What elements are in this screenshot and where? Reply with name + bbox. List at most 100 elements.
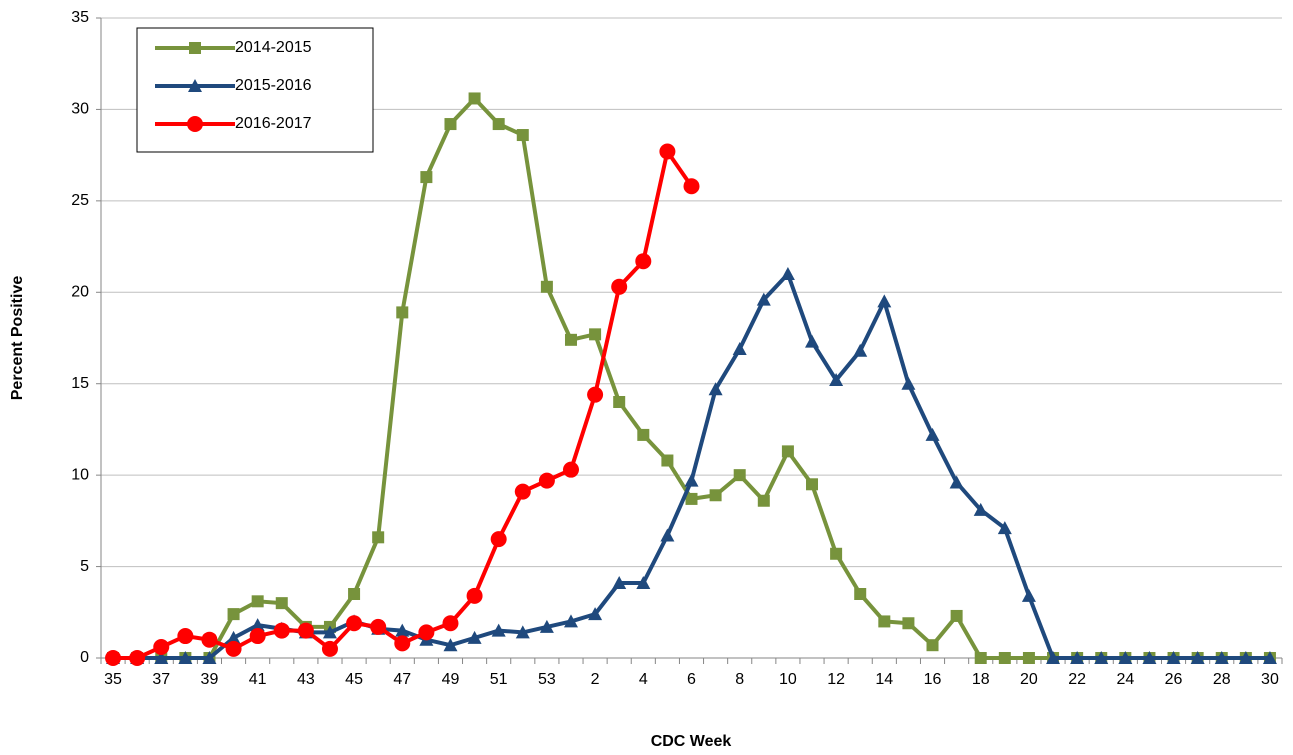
y-tick-label: 25 [71,192,89,209]
marker [189,42,201,54]
y-tick-label: 0 [80,649,89,666]
marker [321,640,338,657]
marker [659,143,676,160]
y-axis-title: Percent Positive [9,276,26,401]
marker [516,129,529,142]
x-tick-label: 51 [490,671,508,688]
marker [1166,651,1181,664]
marker [540,280,553,293]
marker [974,652,987,664]
y-tick-label: 35 [71,9,89,26]
x-tick-label: 8 [735,671,744,688]
marker [830,547,843,560]
marker [562,461,579,478]
x-tick-label: 37 [152,671,170,688]
x-tick-label: 39 [201,671,219,688]
series [107,92,1276,664]
marker [949,475,964,489]
legend: 2014-2015 2015-2016 2016-2017 [136,27,374,153]
x-tick-label: 16 [924,671,942,688]
x-tick-label: 2 [591,671,600,688]
marker [105,650,122,666]
marker [732,341,747,355]
marker [757,494,770,507]
marker [829,373,844,387]
marker [539,619,554,633]
marker [1190,651,1205,664]
series-line [113,149,694,660]
marker [878,615,891,628]
marker [396,306,409,319]
x-tick-label: 45 [345,671,363,688]
marker [251,595,264,608]
marker [370,618,387,635]
marker [1238,651,1253,664]
x-tick-label: 12 [827,671,845,688]
marker [709,489,722,502]
marker [187,116,203,132]
marker [587,386,604,403]
x-tick-label: 24 [1116,671,1134,688]
x-tick-label: 4 [639,671,648,688]
x-tick-label: 28 [1213,671,1231,688]
marker [178,651,193,664]
x-tick-label: 14 [875,671,893,688]
marker [998,652,1011,664]
marker [1094,651,1109,664]
marker [418,624,435,641]
marker [420,171,433,184]
marker [854,588,867,600]
marker [613,396,626,408]
marker [1070,651,1085,664]
marker [950,609,963,622]
marker [372,531,385,544]
marker [394,635,411,652]
marker [153,639,170,656]
marker [226,630,241,644]
marker [1022,652,1035,664]
marker [442,615,459,632]
marker [275,597,288,610]
marker [611,278,628,295]
marker [589,328,602,341]
legend-label: 2016-2017 [235,115,312,132]
y-tick-label: 20 [71,284,89,301]
marker [467,630,482,644]
marker [684,473,699,487]
marker [348,588,361,600]
marker [997,521,1012,535]
marker [492,118,505,131]
x-tick-label: 43 [297,671,315,688]
marker [538,472,555,489]
marker [756,292,771,306]
marker [129,650,146,666]
marker [636,576,651,590]
x-tick-label: 49 [442,671,460,688]
marker [466,587,483,604]
marker [973,502,988,516]
x-tick-label: 53 [538,671,556,688]
marker [1142,651,1157,664]
marker [249,628,266,645]
marker [227,608,240,621]
marker [468,92,481,105]
marker [781,445,794,458]
y-tick-label: 30 [71,101,89,118]
x-tick-label: 41 [249,671,267,688]
x-tick-label: 20 [1020,671,1038,688]
marker [188,79,202,92]
x-tick-label: 22 [1068,671,1086,688]
marker [661,454,674,467]
marker [564,333,577,346]
marker [660,528,675,542]
marker [563,614,578,628]
legend-label: 2015-2016 [235,77,312,94]
marker [708,382,723,396]
y-tick-label: 10 [71,466,89,483]
marker [853,343,868,357]
marker [685,492,698,505]
marker [346,615,363,632]
x-tick-label: 30 [1261,671,1279,688]
marker [273,622,290,639]
series [105,143,700,666]
